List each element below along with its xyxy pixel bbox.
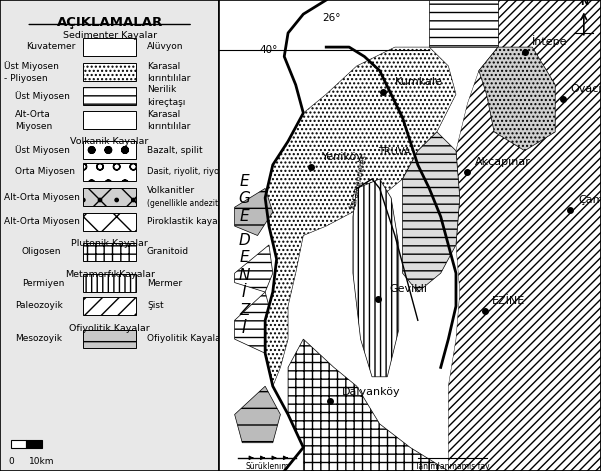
Text: Ofiyolitik Kayalar: Ofiyolitik Kayalar	[147, 334, 224, 343]
Text: İ: İ	[242, 285, 246, 300]
Polygon shape	[219, 0, 326, 471]
Text: Alt-Orta Miyosen: Alt-Orta Miyosen	[4, 193, 81, 202]
Text: Şist: Şist	[147, 301, 163, 310]
Text: Sürüklenım: Sürüklenım	[245, 462, 289, 471]
Text: Ovacık: Ovacık	[570, 84, 601, 94]
Text: Karasal: Karasal	[147, 110, 180, 119]
Text: - Pliyosen: - Pliyosen	[4, 74, 48, 83]
Text: Volkanik Kayalar: Volkanik Kayalar	[70, 137, 149, 146]
Text: N: N	[580, 0, 588, 7]
Polygon shape	[288, 339, 448, 471]
Text: Orta Miyosen: Orta Miyosen	[16, 167, 75, 177]
Text: Nerilik: Nerilik	[147, 85, 176, 95]
Polygon shape	[479, 47, 555, 151]
Bar	[84, 330, 136, 348]
Text: Karasal: Karasal	[147, 62, 180, 71]
Polygon shape	[265, 47, 456, 386]
Bar	[84, 63, 136, 81]
Text: 0: 0	[8, 457, 14, 466]
Text: (genellikle andezitik): (genellikle andezitik)	[147, 198, 228, 208]
Text: Gevikli: Gevikli	[389, 284, 427, 294]
Text: N: N	[239, 268, 250, 283]
Text: TRUVA: TRUVA	[378, 146, 410, 157]
Polygon shape	[403, 132, 460, 292]
Text: EZİNE: EZİNE	[492, 296, 525, 306]
Text: Piroklastik kayaçlar: Piroklastik kayaçlar	[147, 217, 234, 227]
Text: Mesozoyik: Mesozoyik	[16, 334, 63, 343]
Polygon shape	[276, 0, 601, 471]
Text: E: E	[239, 174, 249, 189]
Bar	[84, 297, 136, 315]
Text: İ: İ	[242, 321, 246, 336]
Polygon shape	[448, 0, 601, 471]
Text: D: D	[238, 233, 250, 248]
Text: E: E	[239, 209, 249, 224]
Text: Ofiyolitik Kayalar: Ofiyolitik Kayalar	[69, 324, 150, 333]
Text: Çamlıca: Çamlıca	[578, 195, 601, 205]
Text: 26°: 26°	[323, 13, 341, 23]
Text: kırıntılılar: kırıntılılar	[147, 122, 191, 131]
Text: Granitoid: Granitoid	[147, 247, 189, 257]
Bar	[84, 87, 136, 105]
Text: Sedimenter Kayalar: Sedimenter Kayalar	[63, 31, 157, 40]
Text: Dalyanköy: Dalyanköy	[341, 387, 400, 397]
Text: Karamenderes: Karamenderes	[349, 153, 369, 210]
Text: Alüvyon: Alüvyon	[147, 42, 183, 51]
Text: Kumkale: Kumkale	[395, 77, 443, 87]
Text: Z: Z	[239, 303, 249, 318]
Text: Üst Miyosen: Üst Miyosen	[16, 91, 70, 100]
Bar	[84, 38, 136, 56]
Text: Plutonik Kayalar: Plutonik Kayalar	[72, 238, 148, 248]
Text: E: E	[239, 250, 249, 265]
Text: Oligosen: Oligosen	[22, 247, 61, 257]
Bar	[84, 111, 136, 129]
Text: Paleozoyik: Paleozoyik	[16, 301, 63, 310]
Text: 10km: 10km	[29, 457, 55, 466]
Bar	[84, 188, 136, 206]
Bar	[26, 440, 41, 448]
Text: Üst Miyosen: Üst Miyosen	[4, 62, 59, 71]
Text: Tanımlanmamış fay: Tanımlanmamış fay	[415, 462, 489, 471]
Polygon shape	[429, 0, 498, 47]
Polygon shape	[234, 292, 273, 353]
Text: G: G	[238, 191, 250, 206]
Text: 40°: 40°	[260, 45, 278, 56]
Text: Miyosen: Miyosen	[16, 122, 53, 131]
Polygon shape	[234, 386, 281, 443]
Bar	[84, 213, 136, 231]
Text: Üst Miyosen: Üst Miyosen	[16, 146, 70, 155]
Text: Yeniköy: Yeniköy	[322, 153, 364, 162]
Text: Mermer: Mermer	[147, 278, 182, 288]
Text: kırıntılılar: kırıntılılar	[147, 74, 191, 83]
Text: Alt-Orta: Alt-Orta	[16, 110, 51, 119]
Text: Alt-Orta Miyosen: Alt-Orta Miyosen	[4, 217, 81, 227]
Bar	[11, 440, 26, 448]
Text: Akçapınar: Akçapınar	[475, 157, 531, 167]
Text: MetamorfıkKayalar: MetamorfıkKayalar	[65, 269, 154, 279]
Text: Permiyen: Permiyen	[22, 278, 64, 288]
Polygon shape	[234, 245, 273, 292]
Bar	[84, 141, 136, 159]
Text: kireçtaşı: kireçtaşı	[147, 97, 185, 107]
Text: Bazalt, spilit: Bazalt, spilit	[147, 146, 203, 155]
Text: Volkanitler: Volkanitler	[147, 186, 195, 195]
Polygon shape	[234, 188, 273, 236]
Polygon shape	[353, 179, 398, 377]
Bar	[84, 274, 136, 292]
Text: Dasit, riyolit, riyodasit: Dasit, riyolit, riyodasit	[147, 167, 240, 177]
Text: AÇIKLAMALAR: AÇIKLAMALAR	[56, 16, 163, 30]
Bar	[84, 163, 136, 181]
Text: Kuvatemer: Kuvatemer	[26, 42, 76, 51]
Bar	[84, 243, 136, 261]
Text: İntepe: İntepe	[532, 35, 568, 47]
